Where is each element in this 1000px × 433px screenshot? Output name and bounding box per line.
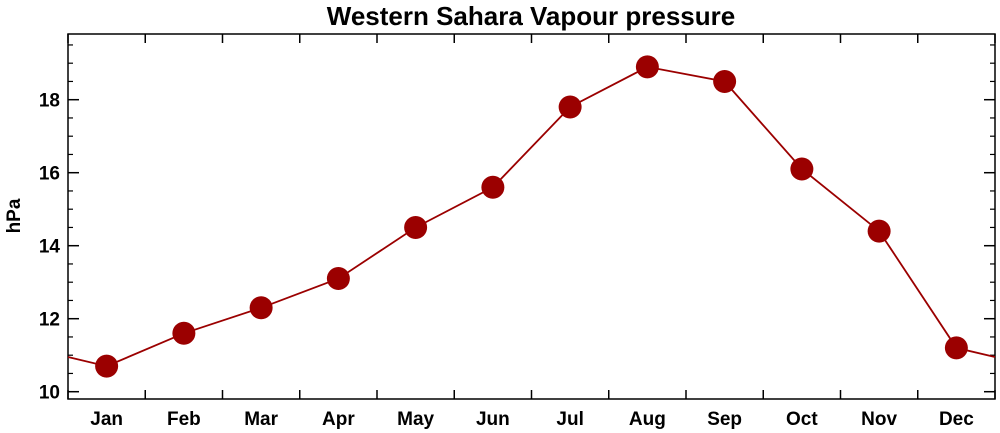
tick-labels: 10 12 14 16 18 Jan Feb Mar Apr May Jun Jul Aug Sep Oct… bbox=[39, 91, 974, 430]
y-tick-label: 16 bbox=[39, 164, 60, 185]
data-point-jun bbox=[481, 175, 505, 199]
data-point-jan bbox=[95, 354, 119, 378]
x-tick-label: Aug bbox=[629, 409, 666, 430]
y-tick-label: 14 bbox=[39, 237, 61, 258]
y-axis-label: hPa bbox=[4, 198, 25, 233]
x-tick-label: Sep bbox=[707, 409, 742, 430]
x-tick-label: Jul bbox=[556, 409, 583, 430]
y-tick-label: 18 bbox=[39, 91, 60, 112]
data-point-may bbox=[404, 215, 428, 239]
x-tick-label: Apr bbox=[322, 409, 355, 430]
data-point-dec bbox=[944, 336, 968, 360]
axis-ticks bbox=[67, 34, 996, 399]
x-tick-label: Feb bbox=[167, 409, 201, 430]
data-point-jul bbox=[558, 95, 582, 119]
x-tick-label: Oct bbox=[786, 409, 818, 430]
x-tick-label: Jun bbox=[476, 409, 510, 430]
series-line bbox=[67, 65, 996, 368]
data-point-aug bbox=[635, 55, 659, 79]
data-point-nov bbox=[867, 219, 891, 243]
plot-frame bbox=[67, 33, 996, 400]
x-tick-label: Mar bbox=[244, 409, 278, 430]
data-points bbox=[95, 55, 968, 378]
x-tick-label: Nov bbox=[861, 409, 897, 430]
data-point-feb bbox=[172, 321, 196, 345]
y-tick-label: 10 bbox=[39, 383, 60, 404]
series-line-layer bbox=[67, 65, 996, 368]
y-tick-label: 12 bbox=[39, 310, 60, 331]
chart-title: Western Sahara Vapour pressure bbox=[327, 1, 735, 31]
x-tick-label: May bbox=[397, 409, 434, 430]
data-point-sep bbox=[713, 69, 737, 93]
data-point-mar bbox=[249, 296, 273, 320]
x-tick-label: Dec bbox=[939, 409, 974, 430]
data-point-apr bbox=[326, 267, 350, 291]
x-tick-label: Jan bbox=[90, 409, 123, 430]
data-point-oct bbox=[790, 157, 814, 181]
plot-border bbox=[67, 33, 996, 400]
